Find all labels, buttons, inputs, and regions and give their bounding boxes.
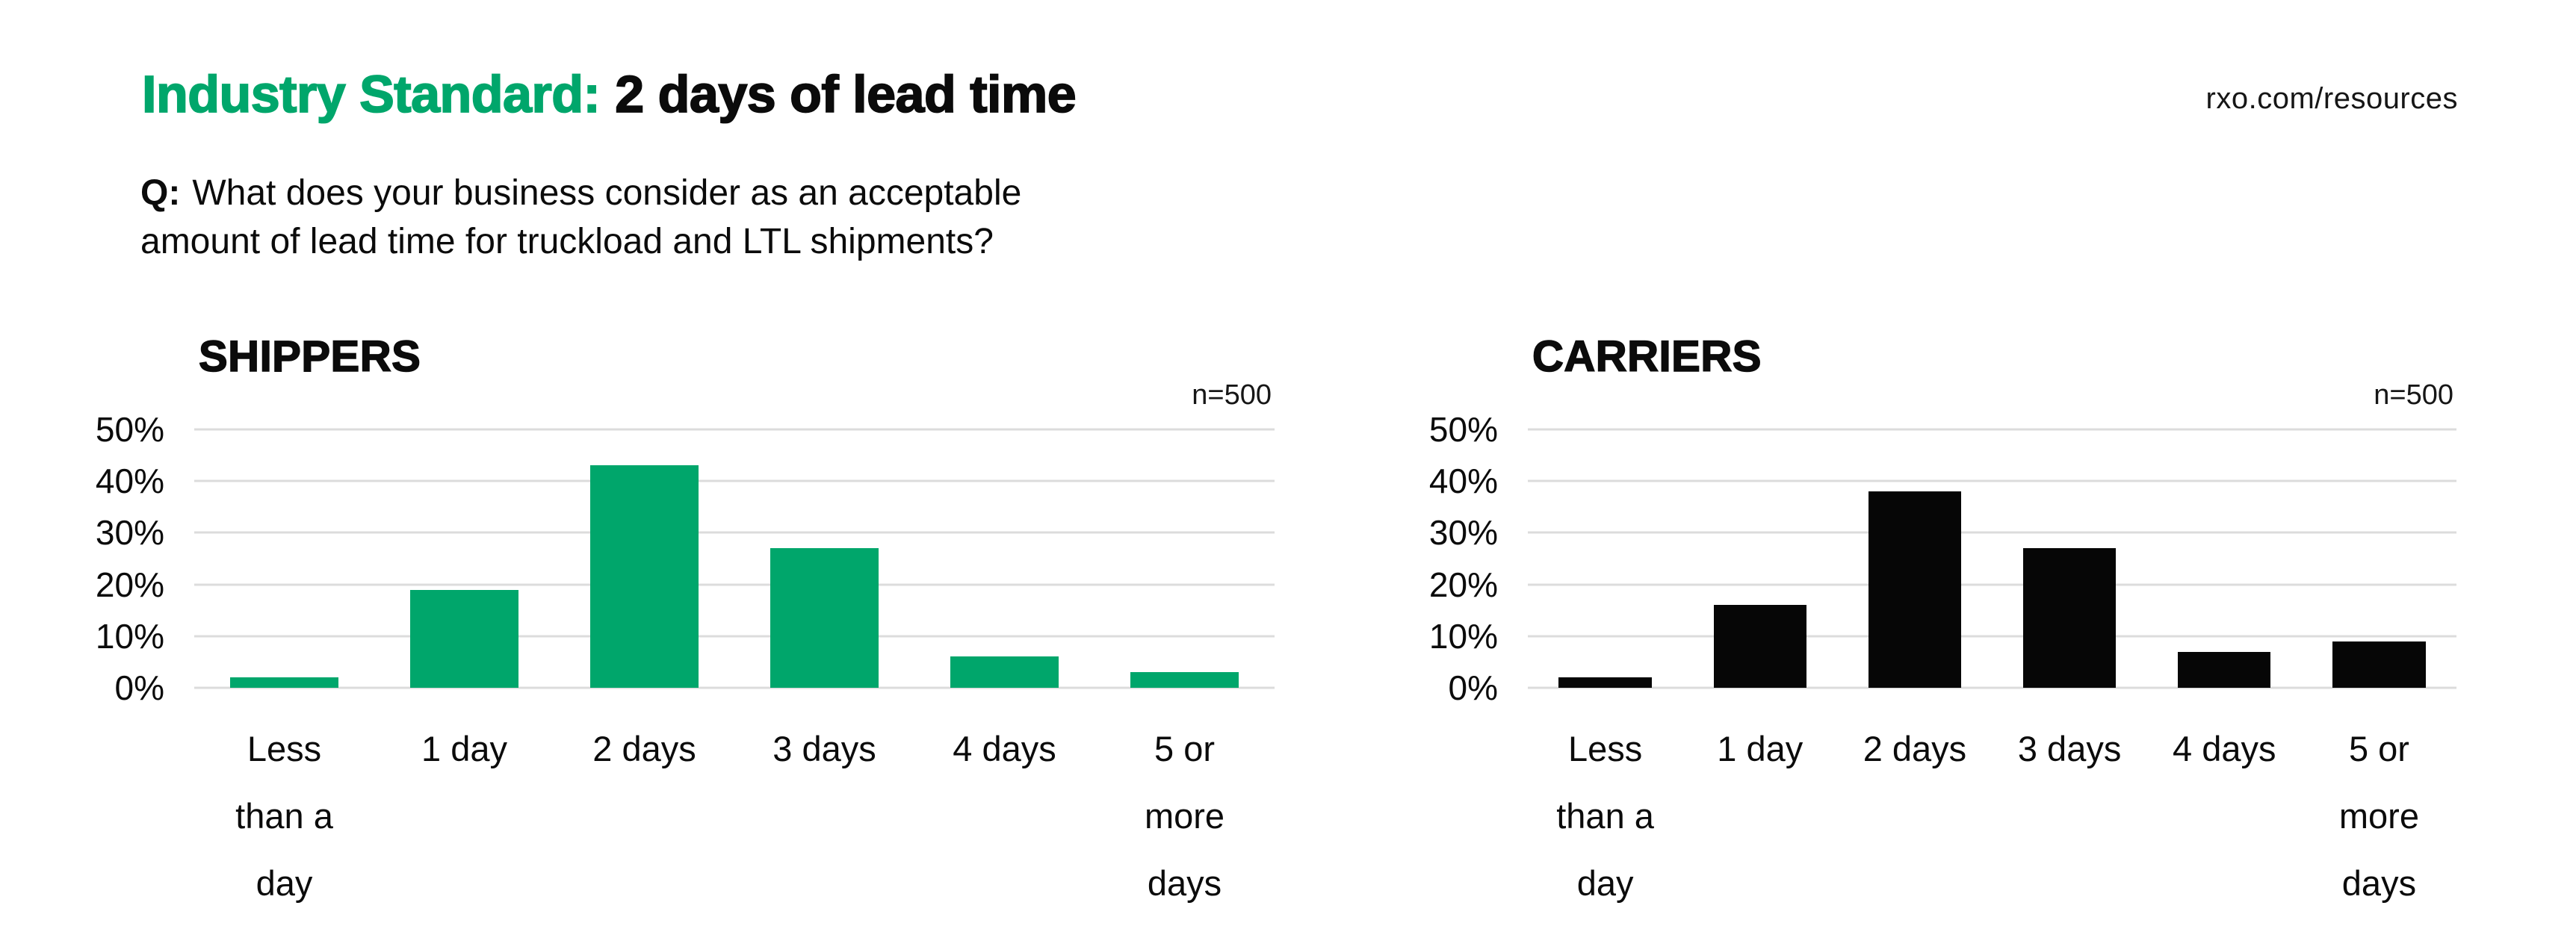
- source-url: rxo.com/resources: [2205, 82, 2458, 115]
- y-tick-label: 10%: [1428, 616, 1498, 656]
- plot-row: 50% 40% 30% 20% 10% 0%: [67, 412, 1275, 705]
- bar-3-days: [770, 548, 879, 688]
- gridline: [194, 479, 1275, 482]
- page-title-highlight: Industry Standard:: [141, 64, 601, 124]
- gridline: [194, 635, 1275, 638]
- y-tick-label: 50%: [1428, 410, 1498, 449]
- y-tick-label: 10%: [95, 616, 164, 656]
- y-tick-label: 40%: [95, 462, 164, 501]
- x-axis-category-label: 5 or more days: [2338, 729, 2419, 903]
- bar-1-day: [1713, 605, 1806, 688]
- plot-area: [1528, 428, 2456, 689]
- bar-5-or-more-days: [1130, 672, 1239, 688]
- bar-less-than-a-day: [230, 677, 338, 688]
- gridline: [1528, 635, 2456, 638]
- bar-slot: [554, 429, 734, 688]
- x-axis-category-label: 5 or more days: [1144, 729, 1225, 903]
- bar-slot: [1095, 429, 1275, 688]
- bar-4-days: [2178, 651, 2271, 688]
- x-axis-labels: Less than a day 1 day 2 days 3 days 4 days 5 or…: [1528, 715, 2456, 917]
- gridline: [194, 531, 1275, 534]
- chart-title: SHIPPERS: [198, 332, 421, 382]
- bar-4-days: [950, 656, 1059, 688]
- y-tick-label: 30%: [1428, 513, 1498, 553]
- bar-slot: [734, 429, 914, 688]
- gridline: [194, 583, 1275, 586]
- y-tick-label: 20%: [1428, 565, 1498, 604]
- gridline: [194, 686, 1275, 689]
- y-tick-label: 30%: [95, 513, 164, 553]
- bar-slot: [374, 429, 554, 688]
- gridline: [194, 428, 1275, 431]
- bar-2-days: [1868, 491, 1962, 688]
- question-line-2: amount of lead time for truckload and LT…: [140, 222, 994, 261]
- sample-size-label: n=500: [1192, 379, 1272, 411]
- bar-slot: [2147, 429, 2302, 688]
- x-axis-category-label: 1 day: [1717, 729, 1803, 768]
- x-axis-category-label: 4 days: [953, 729, 1056, 768]
- page-title: Industry Standard: 2 days of lead time: [141, 64, 1077, 124]
- bar-slot: [1993, 429, 2147, 688]
- x-axis-category-label: 4 days: [2173, 729, 2276, 768]
- bar-slot: [194, 429, 374, 688]
- bar-slot: [1528, 429, 1682, 688]
- y-tick-label: 0%: [1448, 668, 1498, 707]
- x-axis-category-label: 2 days: [1863, 729, 1967, 768]
- y-tick-label: 40%: [1428, 462, 1498, 501]
- chart-title: CARRIERS: [1532, 332, 1762, 382]
- bar-1-day: [410, 589, 518, 688]
- bar-3-days: [2022, 548, 2117, 688]
- sample-size-label: n=500: [2374, 379, 2453, 411]
- gridline: [1528, 479, 2456, 482]
- bar-2-days: [590, 465, 699, 688]
- bar-chart-carriers: CARRIERS n=500 50% 40% 30% 20% 10% 0% Less tha…: [1401, 321, 2456, 929]
- gridline: [1528, 583, 2456, 586]
- x-axis-category-label: Less than a day: [235, 729, 333, 903]
- bar-chart-shippers: SHIPPERS n=500 50% 40% 30% 20% 10% 0% Less tha…: [67, 321, 1275, 929]
- page-title-rest: 2 days of lead time: [614, 64, 1077, 124]
- y-axis-labels: 50% 40% 30% 20% 10% 0%: [67, 412, 164, 705]
- bars-group: [1528, 429, 2456, 688]
- gridline: [1528, 531, 2456, 534]
- x-axis-labels: Less than a day 1 day 2 days 3 days 4 days 5 or…: [194, 715, 1275, 917]
- bar-slot: [1682, 429, 1837, 688]
- x-axis-category-label: 3 days: [773, 729, 876, 768]
- y-tick-label: 50%: [95, 410, 164, 449]
- bar-5-or-more-days: [2332, 641, 2426, 688]
- gridline: [1528, 686, 2456, 689]
- bar-slot: [914, 429, 1095, 688]
- gridline: [1528, 428, 2456, 431]
- question-prefix: Q:: [140, 173, 181, 213]
- y-tick-label: 0%: [114, 668, 164, 707]
- y-axis-labels: 50% 40% 30% 20% 10% 0%: [1401, 412, 1498, 705]
- x-axis-category-label: 1 day: [421, 729, 507, 768]
- x-axis-category-label: Less than a day: [1556, 729, 1654, 903]
- bar-less-than-a-day: [1558, 677, 1652, 688]
- bars-group: [194, 429, 1275, 688]
- plot-row: 50% 40% 30% 20% 10% 0%: [1401, 412, 2456, 705]
- plot-area: [194, 428, 1275, 689]
- y-tick-label: 20%: [95, 565, 164, 604]
- survey-question: Q: What does your business consider as an…: [140, 169, 1560, 266]
- bar-slot: [1837, 429, 1992, 688]
- x-axis-category-label: 2 days: [592, 729, 696, 768]
- question-line-1: What does your business consider as an a…: [192, 173, 1022, 213]
- x-axis-category-label: 3 days: [2017, 729, 2122, 768]
- bar-slot: [2302, 429, 2456, 688]
